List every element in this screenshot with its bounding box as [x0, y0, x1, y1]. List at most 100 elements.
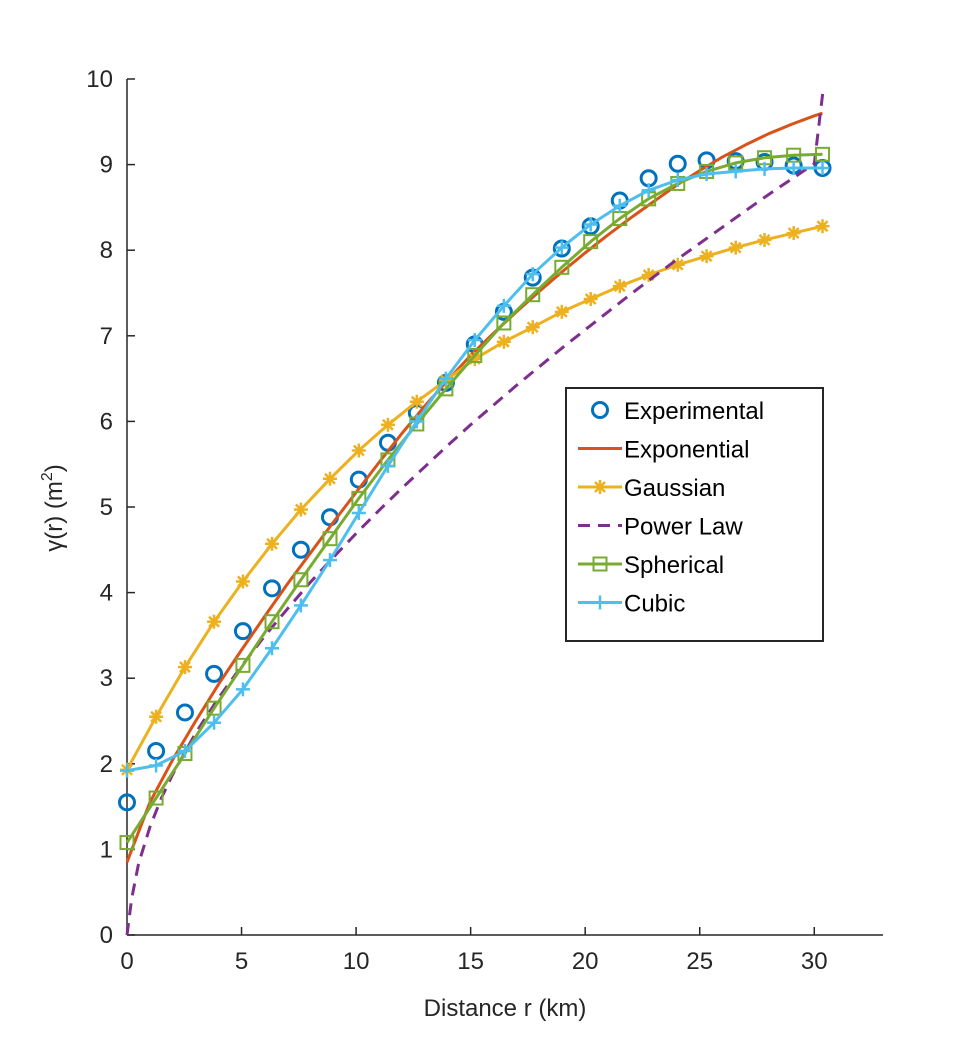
legend-marker-spherical — [592, 556, 608, 572]
data-point-cubic — [207, 715, 222, 730]
data-point-spherical — [264, 614, 280, 630]
data-point-spherical — [119, 835, 135, 851]
x-tick-label: 0 — [120, 948, 133, 975]
data-point-experimental — [263, 579, 282, 598]
series-exponential — [125, 111, 823, 863]
data-point-gaussian — [641, 268, 656, 283]
data-point-gaussian — [293, 502, 308, 517]
legend-marker-experimental — [591, 401, 609, 419]
data-point-gaussian — [728, 240, 743, 255]
data-point-experimental — [147, 741, 166, 760]
data-point-gaussian — [786, 226, 801, 241]
series-line-exponential — [125, 111, 823, 863]
data-point-spherical — [322, 531, 338, 547]
y-tick-label: 2 — [100, 751, 113, 778]
y-tick-label: 8 — [100, 237, 113, 264]
data-point-gaussian — [757, 232, 772, 247]
data-point-gaussian — [554, 304, 569, 319]
data-point-cubic — [496, 298, 511, 313]
legend-label-gaussian: Gaussian — [624, 475, 725, 502]
data-point-gaussian — [815, 219, 830, 234]
data-point-gaussian — [265, 536, 280, 551]
data-point-cubic — [670, 173, 685, 188]
data-point-spherical — [467, 347, 483, 363]
legend-item-power-law: Power Law — [578, 514, 743, 541]
data-point-cubic — [699, 167, 714, 182]
legend-item-gaussian: Gaussian — [578, 475, 725, 502]
y-axis-label-main: γ(r) (m — [41, 481, 68, 552]
data-point-experimental — [233, 622, 252, 641]
data-point-gaussian — [699, 249, 714, 264]
data-point-spherical — [351, 490, 367, 506]
data-point-gaussian — [207, 614, 222, 629]
data-point-gaussian — [525, 320, 540, 335]
series-layer — [118, 87, 832, 936]
data-point-gaussian — [670, 257, 685, 272]
y-tick-label: 3 — [100, 665, 113, 692]
y-tick-label: 1 — [100, 836, 113, 863]
legend-label-experimental: Experimental — [624, 398, 764, 425]
data-point-spherical — [293, 572, 309, 588]
data-point-cubic — [149, 758, 164, 773]
data-point-experimental — [118, 793, 136, 812]
data-point-gaussian — [177, 660, 192, 675]
y-tick-label: 5 — [100, 494, 113, 521]
data-point-gaussian — [351, 443, 366, 458]
data-point-gaussian — [322, 471, 337, 486]
data-point-cubic — [322, 553, 337, 568]
data-point-experimental — [668, 154, 687, 173]
data-point-cubic — [525, 267, 540, 282]
data-point-spherical — [148, 790, 164, 806]
y-axis-label-tail: ) — [41, 464, 68, 472]
data-point-spherical — [235, 657, 251, 673]
data-point-cubic — [728, 164, 743, 179]
data-point-cubic — [583, 217, 598, 232]
data-point-spherical — [525, 287, 541, 303]
y-tick-label: 4 — [100, 580, 113, 607]
y-tick-label: 9 — [100, 152, 113, 179]
data-point-cubic — [786, 161, 801, 176]
y-axis-label: γ(r) (m2) — [39, 464, 68, 552]
legend-marker-cubic — [593, 595, 607, 610]
data-point-cubic — [293, 598, 308, 613]
y-tick-label: 0 — [100, 922, 113, 949]
series-cubic — [120, 161, 830, 778]
data-point-cubic — [641, 183, 656, 198]
x-tick-label: 5 — [235, 948, 248, 975]
data-point-experimental — [291, 540, 310, 559]
x-tick-label: 30 — [801, 948, 828, 975]
legend-item-exponential: Exponential — [578, 437, 749, 464]
data-point-cubic — [554, 240, 569, 255]
data-point-cubic — [757, 161, 772, 176]
y-axis-label-sup: 2 — [39, 472, 56, 481]
axes: 0 5 10 15 20 25 30 0 1 2 3 4 5 6 7 8 9 10 — [86, 66, 883, 975]
series-line-power-law — [125, 87, 825, 936]
data-point-gaussian — [380, 417, 395, 432]
legend-item-cubic: Cubic — [578, 591, 685, 618]
series-gaussian — [120, 219, 830, 777]
y-tick-label: 7 — [100, 323, 113, 350]
x-tick-label: 15 — [457, 948, 484, 975]
data-point-gaussian — [612, 279, 627, 294]
data-point-cubic — [351, 505, 366, 520]
data-point-cubic — [380, 458, 395, 473]
data-point-gaussian — [235, 574, 250, 589]
data-point-cubic — [815, 161, 830, 176]
data-point-cubic — [467, 333, 482, 348]
x-tick-label: 20 — [572, 948, 599, 975]
data-point-cubic — [612, 198, 627, 213]
data-point-spherical — [496, 315, 512, 331]
data-point-spherical — [815, 146, 831, 162]
legend: Experimental Exponential Gaussian Power Law… — [565, 387, 824, 642]
data-point-cubic — [409, 414, 424, 429]
data-point-gaussian — [496, 334, 511, 349]
data-point-cubic — [265, 641, 280, 656]
data-point-cubic — [438, 371, 453, 386]
legend-label-power-law: Power Law — [624, 514, 743, 541]
data-point-spherical — [554, 259, 570, 275]
data-point-gaussian — [409, 394, 424, 409]
data-point-experimental — [205, 664, 224, 683]
data-point-gaussian — [583, 291, 598, 306]
data-point-spherical — [206, 700, 222, 716]
